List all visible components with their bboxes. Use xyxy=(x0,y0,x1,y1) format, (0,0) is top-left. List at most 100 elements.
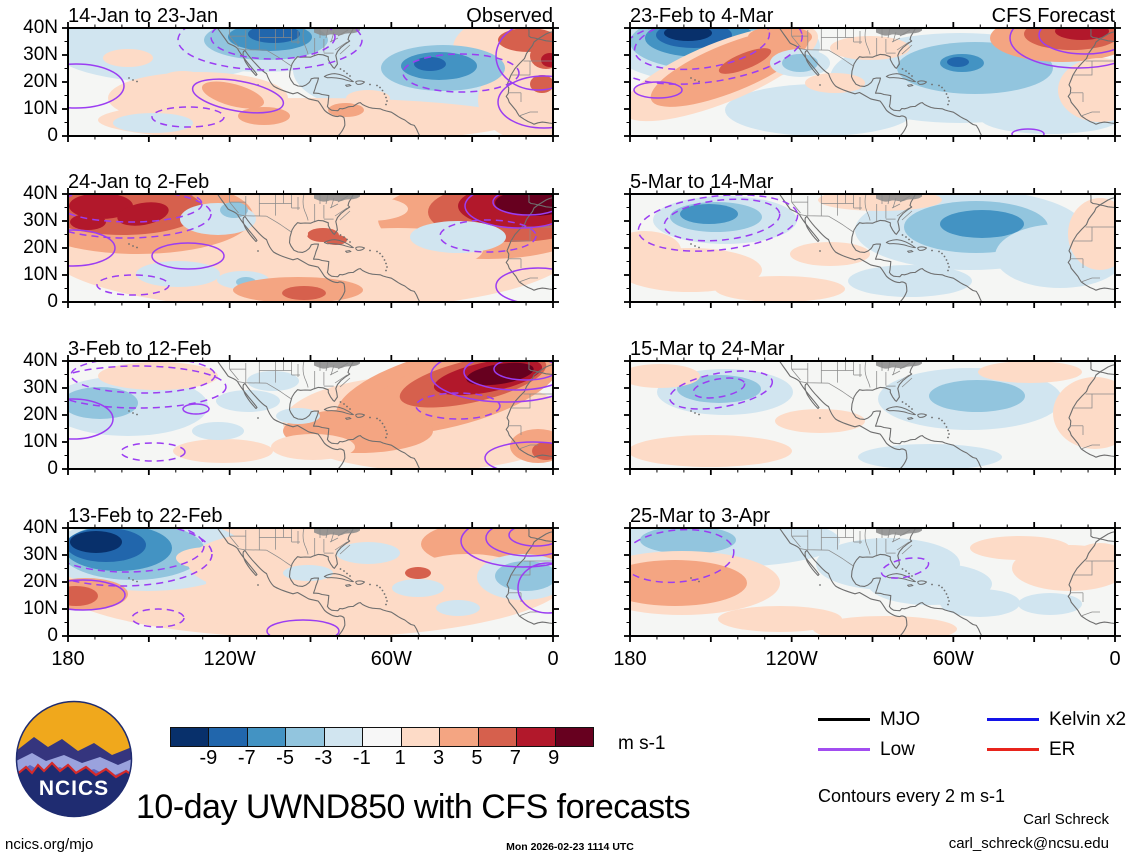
colorbar-swatch xyxy=(517,728,556,746)
lat-label-20N: 20N xyxy=(23,237,58,258)
panel-title: 5-Mar to 14-Mar xyxy=(630,171,774,193)
colorbar-tick--1: -1 xyxy=(352,747,371,769)
panel-title: 3-Feb to 12-Feb xyxy=(68,338,212,360)
map-fc4 xyxy=(624,522,1121,642)
legend-line-er xyxy=(987,748,1039,751)
colorbar-swatch xyxy=(440,728,479,746)
legend-line-kelvin-x2 xyxy=(987,718,1039,721)
wave-contours xyxy=(68,28,553,129)
colorbar-tick--5: -5 xyxy=(276,747,294,769)
lon-label-120W: 120W xyxy=(765,648,818,670)
author-name: Carl Schreck xyxy=(1023,811,1109,828)
lat-label-30N: 30N xyxy=(23,210,58,231)
map-obs2 xyxy=(62,188,559,308)
axis-ticks xyxy=(624,188,1121,308)
panel-title: 13-Feb to 22-Feb xyxy=(68,505,223,527)
wave-contours xyxy=(68,361,553,469)
map-fc2 xyxy=(624,188,1121,308)
panel-title-row: 23-Feb to 4-Mar CFS Forecast xyxy=(630,3,1115,28)
panel-title: 25-Mar to 3-Apr xyxy=(630,505,771,527)
lat-label-0: 0 xyxy=(47,291,58,312)
lat-label-40N: 40N xyxy=(23,17,58,38)
coastlines xyxy=(690,528,1115,636)
panel-title-row: 5-Mar to 14-Mar xyxy=(630,169,1115,194)
contour-interval-note: Contours every 2 m s-1 xyxy=(818,786,1006,806)
colorbar-swatch xyxy=(209,728,248,746)
panel-title: 23-Feb to 4-Mar xyxy=(630,5,774,27)
coastlines xyxy=(128,194,553,302)
colorbar xyxy=(170,727,594,747)
panel-title: 24-Jan to 2-Feb xyxy=(68,171,210,193)
figure-title: 10-day UWND850 with CFS forecasts xyxy=(136,788,691,826)
map-fc1 xyxy=(624,22,1121,142)
lat-label-30N: 30N xyxy=(23,377,58,398)
panel-title-row: 3-Feb to 12-Feb xyxy=(68,336,553,361)
lat-label-20N: 20N xyxy=(23,571,58,592)
panel-obs1: 14-Jan to 23-Jan Observed xyxy=(62,3,559,142)
coastlines xyxy=(690,361,1115,469)
panel-title-row: 25-Mar to 3-Apr xyxy=(630,503,1115,528)
colorbar-swatch xyxy=(363,728,402,746)
logo-text: NCICS xyxy=(39,777,109,800)
panel-title: 15-Mar to 24-Mar xyxy=(630,338,785,360)
panel-tag: Observed xyxy=(466,5,553,27)
legend-label-low: Low xyxy=(880,739,915,760)
lat-label-10N: 10N xyxy=(23,431,58,452)
panel-fc3: 15-Mar to 24-Mar xyxy=(624,336,1121,475)
axis-ticks xyxy=(624,22,1121,142)
legend-line-low xyxy=(818,748,870,751)
panel-title: 14-Jan to 23-Jan xyxy=(68,5,219,27)
generation-timestamp: Mon 2026-02-23 1114 UTC xyxy=(506,841,634,853)
lat-label-10N: 10N xyxy=(23,598,58,619)
wave-contours xyxy=(68,194,553,302)
axis-ticks xyxy=(624,355,1121,475)
coastlines xyxy=(690,194,1115,302)
coastlines xyxy=(128,361,553,469)
anomaly-shading xyxy=(68,528,553,636)
panel-obs2: 24-Jan to 2-Feb xyxy=(62,169,559,308)
colorbar-swatch xyxy=(171,728,210,746)
axis-ticks xyxy=(62,355,559,475)
panel-obs3: 3-Feb to 12-Feb xyxy=(62,336,559,475)
colorbar-tick-7: 7 xyxy=(509,747,521,769)
lon-label-60W: 60W xyxy=(370,648,412,670)
lat-label-10N: 10N xyxy=(23,98,58,119)
ncics-logo: NCICS xyxy=(15,700,133,818)
map-obs1 xyxy=(62,22,559,142)
axis-ticks xyxy=(624,522,1121,642)
colorbar-units-label: m s-1 xyxy=(618,733,666,754)
source-url[interactable]: ncics.org/mjo xyxy=(5,836,94,853)
coastlines xyxy=(128,28,553,136)
lat-label-0: 0 xyxy=(47,625,58,646)
map-obs4 xyxy=(62,522,559,642)
lon-label-120W: 120W xyxy=(203,648,256,670)
colorbar-swatch xyxy=(286,728,325,746)
wave-contours xyxy=(68,528,553,636)
lat-label-40N: 40N xyxy=(23,350,58,371)
lon-label-60W: 60W xyxy=(932,648,974,670)
colorbar-swatch xyxy=(478,728,518,746)
lat-label-40N: 40N xyxy=(23,183,58,204)
legend-line-mjo xyxy=(818,718,870,721)
anomaly-shading xyxy=(68,28,553,136)
axis-ticks xyxy=(62,188,559,308)
colorbar-tick-5: 5 xyxy=(471,747,483,769)
colorbar-tick--9: -9 xyxy=(199,747,218,769)
author-email[interactable]: carl_schreck@ncsu.edu xyxy=(948,835,1109,852)
colorbar-tick-1: 1 xyxy=(394,747,406,769)
panel-fc4: 25-Mar to 3-Apr xyxy=(624,503,1121,642)
logo-red-ridge-line xyxy=(16,761,132,779)
panel-obs4: 13-Feb to 22-Feb xyxy=(62,503,559,642)
panel-title-row: 14-Jan to 23-Jan Observed xyxy=(68,3,553,28)
lat-label-30N: 30N xyxy=(23,44,58,65)
colorbar-tick-9: 9 xyxy=(548,747,560,769)
lon-label-180: 180 xyxy=(613,648,647,670)
map-fc3 xyxy=(624,355,1121,475)
colorbar-swatch xyxy=(555,728,593,746)
panel-tag: CFS Forecast xyxy=(991,5,1115,27)
map-obs3 xyxy=(62,355,559,475)
lat-label-20N: 20N xyxy=(23,404,58,425)
panel-fc2: 5-Mar to 14-Mar xyxy=(624,169,1121,308)
legend-label-mjo: MJO xyxy=(880,709,921,730)
